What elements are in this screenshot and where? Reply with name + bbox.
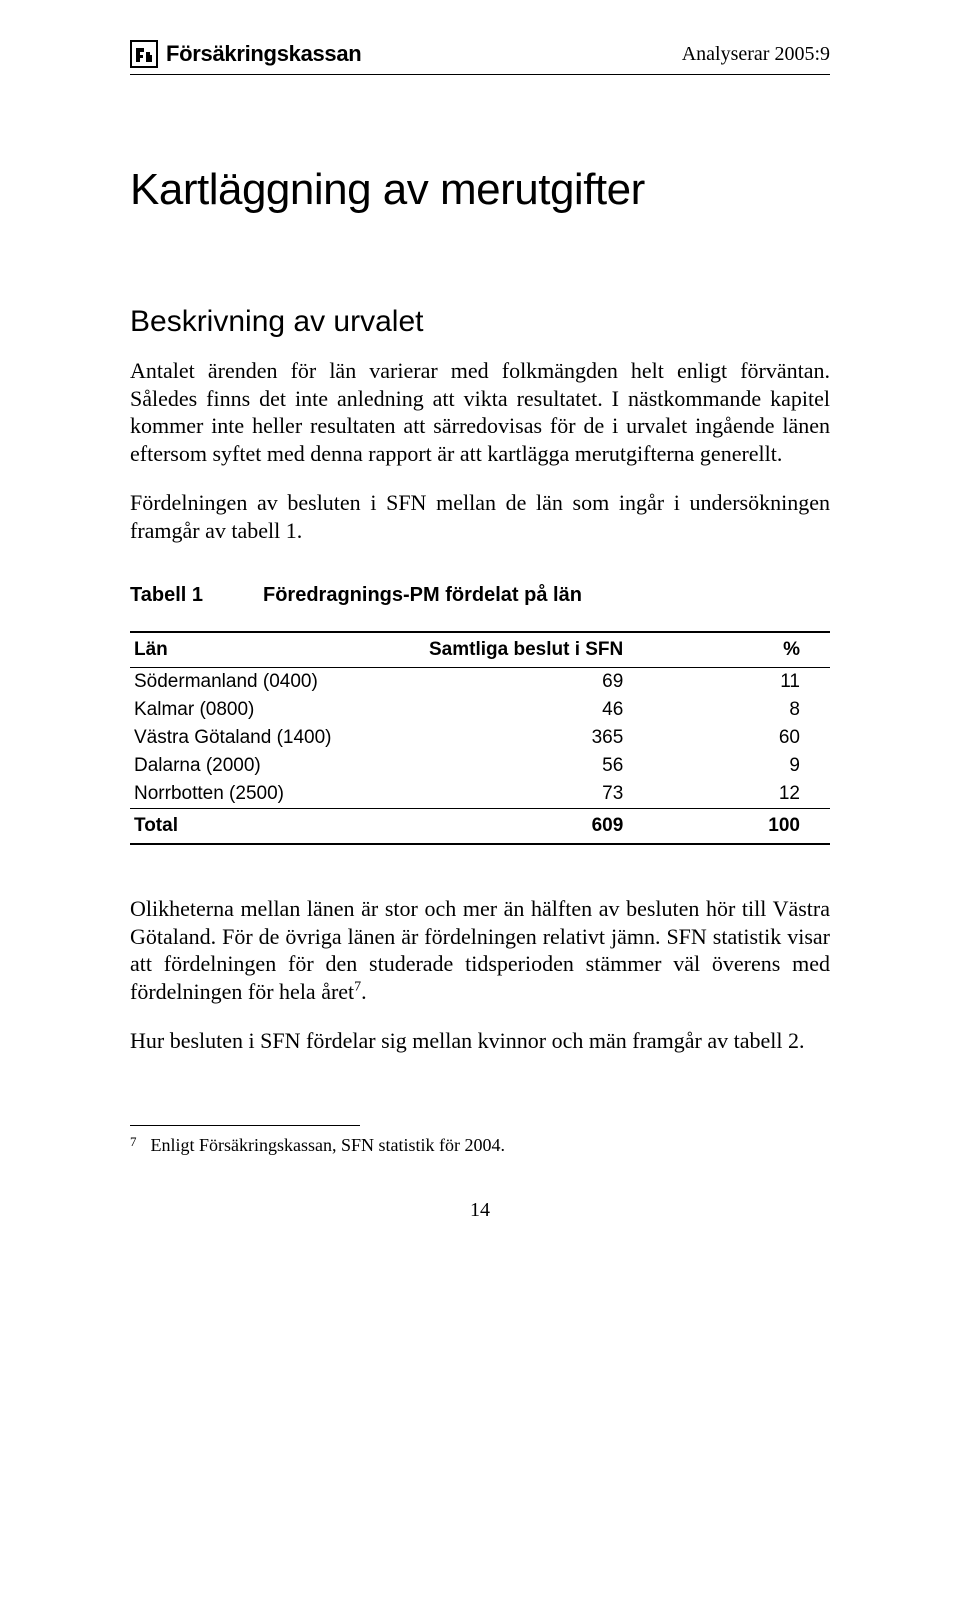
table-total-beslut: 609 (370, 809, 753, 845)
table-1-col-beslut: Samtliga beslut i SFN (370, 632, 753, 668)
footnote-text: Enligt Försäkringskassan, SFN statistik … (151, 1134, 506, 1159)
brand-name: Försäkringskassan (166, 41, 361, 67)
table-1-caption: Föredragnings-PM fördelat på län (263, 584, 582, 607)
table-cell-beslut: 56 (370, 752, 753, 780)
table-cell-lan: Södermanland (0400) (130, 668, 370, 697)
table-cell-lan: Norrbotten (2500) (130, 780, 370, 809)
table-cell-pct: 12 (753, 780, 830, 809)
brand-logo-icon (130, 40, 158, 68)
table-row: Dalarna (2000)569 (130, 752, 830, 780)
table-1-label: Tabell 1 (130, 584, 203, 607)
table-cell-beslut: 69 (370, 668, 753, 697)
table-row: Kalmar (0800)468 (130, 696, 830, 724)
paragraph-3-text-a: Olikheterna mellan länen är stor och mer… (130, 896, 830, 1004)
table-cell-pct: 8 (753, 696, 830, 724)
table-cell-pct: 9 (753, 752, 830, 780)
table-1-block: Tabell 1 Föredragnings-PM fördelat på lä… (130, 584, 830, 845)
table-cell-pct: 60 (753, 724, 830, 752)
table-cell-beslut: 365 (370, 724, 753, 752)
table-total-pct: 100 (753, 809, 830, 845)
page-header: Försäkringskassan Analyserar 2005:9 (130, 40, 830, 75)
table-cell-lan: Kalmar (0800) (130, 696, 370, 724)
footnote-7: 7 Enligt Försäkringskassan, SFN statisti… (130, 1134, 830, 1159)
paragraph-2: Fördelningen av besluten i SFN mellan de… (130, 489, 830, 544)
table-row: Södermanland (0400)6911 (130, 668, 830, 697)
table-1-col-pct: % (753, 632, 830, 668)
paragraph-1: Antalet ärenden för län varierar med fol… (130, 357, 830, 467)
table-cell-lan: Dalarna (2000) (130, 752, 370, 780)
table-row: Västra Götaland (1400)36560 (130, 724, 830, 752)
header-brand-block: Försäkringskassan (130, 40, 361, 68)
header-doc-id: Analyserar 2005:9 (682, 43, 830, 66)
document-page: Försäkringskassan Analyserar 2005:9 Kart… (0, 0, 960, 1282)
table-total-lan: Total (130, 809, 370, 845)
paragraph-3: Olikheterna mellan länen är stor och mer… (130, 895, 830, 1005)
paragraph-3-text-b: . (361, 979, 367, 1004)
table-row: Norrbotten (2500)7312 (130, 780, 830, 809)
table-cell-beslut: 73 (370, 780, 753, 809)
table-total-row: Total609100 (130, 809, 830, 845)
table-cell-beslut: 46 (370, 696, 753, 724)
table-cell-lan: Västra Götaland (1400) (130, 724, 370, 752)
table-1-caption-row: Tabell 1 Föredragnings-PM fördelat på lä… (130, 584, 830, 607)
page-number: 14 (130, 1199, 830, 1222)
page-title: Kartläggning av merutgifter (130, 165, 830, 215)
table-1-header-row: Län Samtliga beslut i SFN % (130, 632, 830, 668)
footnote-separator (130, 1125, 360, 1126)
section-subtitle: Beskrivning av urvalet (130, 305, 830, 339)
table-1-col-lan: Län (130, 632, 370, 668)
table-cell-pct: 11 (753, 668, 830, 697)
paragraph-4: Hur besluten i SFN fördelar sig mellan k… (130, 1027, 830, 1055)
footnote-number: 7 (130, 1134, 137, 1159)
table-1: Län Samtliga beslut i SFN % Södermanland… (130, 631, 830, 845)
